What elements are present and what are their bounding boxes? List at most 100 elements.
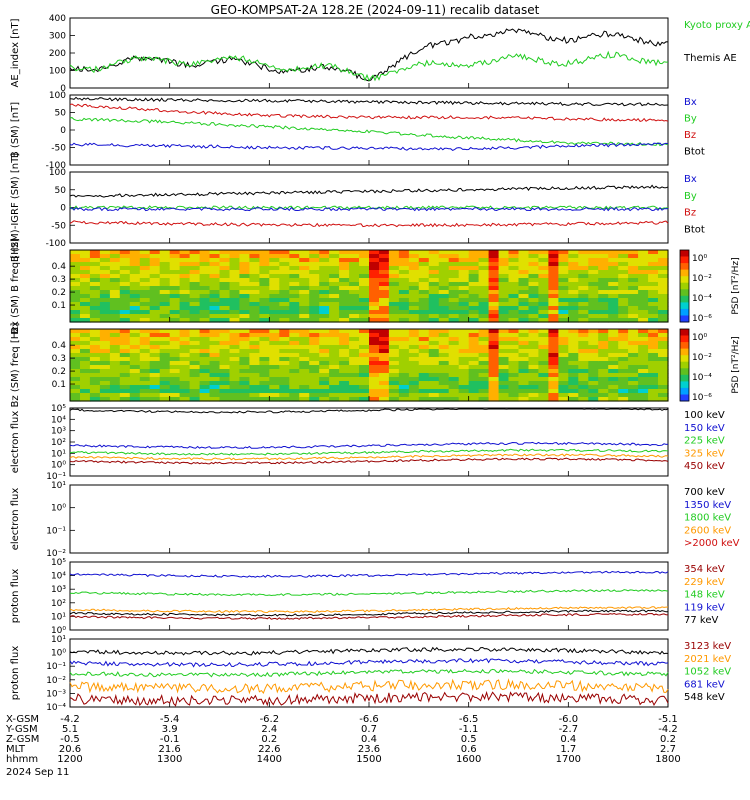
spec-cell bbox=[149, 397, 161, 402]
spec-cell bbox=[658, 389, 669, 394]
spec-cell bbox=[249, 282, 260, 287]
spec-cell bbox=[379, 302, 390, 307]
spec-cell bbox=[209, 314, 221, 319]
y-tick-label: 10⁵ bbox=[51, 558, 66, 568]
spec-cell bbox=[369, 369, 380, 374]
spec-cell bbox=[508, 282, 520, 287]
spec-cell bbox=[588, 274, 599, 279]
spec-cell bbox=[329, 294, 340, 299]
spec-cell bbox=[558, 349, 569, 354]
spec-cell bbox=[568, 294, 579, 299]
spec-cell bbox=[548, 278, 559, 283]
spec-cell bbox=[249, 250, 260, 255]
spec-cell bbox=[229, 385, 241, 390]
spec-cell bbox=[558, 318, 569, 323]
spec-cell bbox=[99, 389, 111, 394]
spec-cell bbox=[398, 262, 410, 267]
spec-cell bbox=[628, 361, 639, 366]
spec-cell bbox=[608, 262, 619, 267]
spec-cell bbox=[448, 337, 460, 342]
phi-frame bbox=[69, 638, 669, 708]
spec-cell bbox=[468, 294, 480, 299]
spec-cell bbox=[359, 381, 370, 386]
spec-cell bbox=[478, 389, 490, 394]
curves bbox=[70, 29, 669, 707]
spec-cell bbox=[448, 389, 460, 394]
spec-cell bbox=[408, 306, 420, 311]
spec-cell bbox=[249, 254, 260, 259]
spec-cell bbox=[319, 306, 330, 311]
spec-cell bbox=[488, 345, 500, 350]
spec-cell bbox=[319, 349, 330, 354]
spec-cell bbox=[169, 318, 181, 323]
spec-cell bbox=[408, 278, 420, 283]
spec-cell bbox=[638, 310, 649, 315]
spec-cell bbox=[189, 357, 201, 362]
spec-cell bbox=[289, 397, 300, 402]
spec-cell bbox=[179, 373, 191, 378]
spec-cell bbox=[488, 266, 500, 271]
spec-cell bbox=[129, 369, 141, 374]
spec-cell bbox=[658, 329, 669, 334]
spec-cell bbox=[538, 258, 549, 263]
spec-cell bbox=[508, 341, 520, 346]
spec-cell bbox=[568, 254, 579, 259]
colorbar-label: PSD [nT²/Hz] bbox=[731, 336, 741, 393]
spec-cell bbox=[428, 278, 440, 283]
spec-cell bbox=[538, 341, 549, 346]
spec-cell bbox=[339, 377, 350, 382]
footer-value: -6.5 bbox=[459, 714, 479, 725]
spec-cell bbox=[329, 357, 340, 362]
spec-cell bbox=[638, 373, 649, 378]
colorbar-tick-label: 10⁻² bbox=[692, 274, 712, 284]
spec-cell bbox=[249, 298, 260, 303]
spec-cell bbox=[239, 310, 250, 315]
spec-cell bbox=[199, 353, 211, 358]
spec-cell bbox=[448, 258, 460, 263]
spec-cell bbox=[139, 333, 151, 338]
spec-cell bbox=[638, 250, 649, 255]
spec-cell bbox=[458, 266, 470, 271]
spec-cell bbox=[418, 278, 430, 283]
spec-cell bbox=[70, 345, 81, 350]
spec-cell bbox=[80, 302, 91, 307]
spec-cell bbox=[428, 306, 440, 311]
spec-cell bbox=[618, 310, 629, 315]
spec-cell bbox=[638, 258, 649, 263]
spec-cell bbox=[199, 369, 211, 374]
spec-cell bbox=[179, 361, 191, 366]
spec-cell bbox=[119, 298, 131, 303]
spec-cell bbox=[289, 310, 300, 315]
spec-cell bbox=[279, 345, 290, 350]
spec-cell bbox=[538, 302, 549, 307]
spec-cell bbox=[309, 381, 320, 386]
spec-cell bbox=[608, 369, 619, 374]
spec-cell bbox=[119, 361, 131, 366]
spec-cell bbox=[438, 353, 450, 358]
spec-cell bbox=[289, 298, 300, 303]
spec-cell bbox=[508, 381, 520, 386]
spec-cell bbox=[269, 353, 280, 358]
spec-cell bbox=[289, 254, 300, 259]
spec-cell bbox=[398, 397, 410, 402]
spec-cell bbox=[418, 258, 430, 263]
spec-cell bbox=[349, 389, 360, 394]
spec-cell bbox=[259, 254, 270, 259]
spec-cell bbox=[468, 306, 480, 311]
spec-cell bbox=[648, 373, 659, 378]
spec-cell bbox=[468, 365, 480, 370]
spec-cell bbox=[109, 294, 121, 299]
spec-cell bbox=[139, 278, 151, 283]
spec-cell bbox=[648, 298, 659, 303]
spec-cell bbox=[568, 361, 579, 366]
spec-cell bbox=[99, 333, 111, 338]
y-tick-label: 50 bbox=[55, 186, 67, 196]
spec-cell bbox=[618, 389, 629, 394]
spec-cell bbox=[219, 341, 231, 346]
spec-cell bbox=[299, 393, 310, 398]
spec-cell bbox=[638, 318, 649, 323]
legend-entry: 150 keV bbox=[684, 423, 725, 434]
spec-cell bbox=[618, 294, 629, 299]
spec-cell bbox=[388, 318, 400, 323]
colorbar-band bbox=[680, 374, 689, 382]
